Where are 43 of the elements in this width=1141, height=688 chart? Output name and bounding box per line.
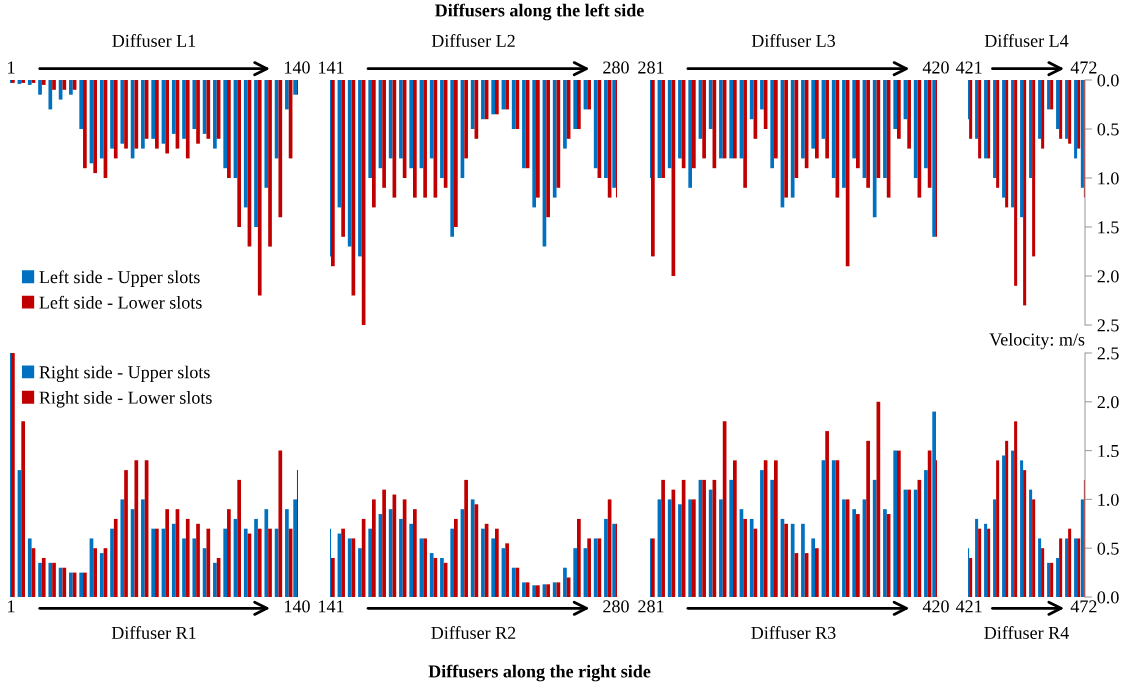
y-tick-label: 0.5 xyxy=(1097,123,1119,136)
text: Diffuser R3 xyxy=(751,626,836,639)
chart-subtitle: Diffuser L1 xyxy=(112,34,196,47)
x-tick-label: 472 xyxy=(1070,600,1097,613)
x-tick-label: 281 xyxy=(638,600,664,613)
y-tick-label: 0.0 xyxy=(1097,74,1119,87)
x-tick-label: 141 xyxy=(319,61,344,74)
series-label: Right side - Upper slots xyxy=(39,365,210,383)
x-tick-label: 1 xyxy=(8,61,15,74)
x-tick-label: 420 xyxy=(922,61,949,74)
chart-subtitle: Diffuser L4 xyxy=(984,34,1069,47)
y-tick-label: 2.0 xyxy=(1097,396,1119,409)
x-tick-label: 140 xyxy=(285,600,310,613)
y-tick-label: 1.0 xyxy=(1098,493,1119,506)
text: Diffuser R4 xyxy=(984,626,1069,639)
x-tick-label: 421 xyxy=(955,61,982,74)
y-tick-label: 0.5 xyxy=(1097,542,1119,555)
y-tick-label: 1.5 xyxy=(1098,444,1119,458)
text: Diffuser R1 xyxy=(111,626,196,639)
x-tick-label: 141 xyxy=(319,600,344,613)
y-tick-label: 2.0 xyxy=(1097,270,1119,283)
y-tick-label: 1.5 xyxy=(1098,221,1119,234)
y-tick-label: 1.0 xyxy=(1098,172,1119,185)
x-tick-label: 1 xyxy=(8,600,15,613)
x-tick-label: 420 xyxy=(922,600,949,613)
legend-label: Left side - Lower slots xyxy=(39,295,202,309)
x-tick-label: 421 xyxy=(955,600,982,613)
text: Diffuser R2 xyxy=(431,626,516,639)
x-tick-label: 281 xyxy=(638,61,664,74)
y-tick-label: 2.5 xyxy=(1097,319,1119,332)
x-tick-label: 280 xyxy=(603,600,629,613)
x-tick-label: 140 xyxy=(285,61,310,74)
chart-title: Diffusers along the left side xyxy=(435,3,644,21)
chart-subtitle: Diffuser L2 xyxy=(431,34,515,47)
y-tick-label: 0.0 xyxy=(1097,591,1119,604)
y-tick-label: 2.5 xyxy=(1097,347,1119,360)
legend-label: Left side - Upper slots xyxy=(39,270,200,287)
text: Diffusers along the right side xyxy=(428,664,651,682)
x-tick-label: 472 xyxy=(1070,61,1097,74)
chart-subtitle: Diffuser L3 xyxy=(751,34,835,47)
x-tick-label: 280 xyxy=(603,61,629,74)
y-axis-title: Velocity: m/s xyxy=(989,332,1085,350)
series-label: Right side - Lower slots xyxy=(39,391,212,408)
